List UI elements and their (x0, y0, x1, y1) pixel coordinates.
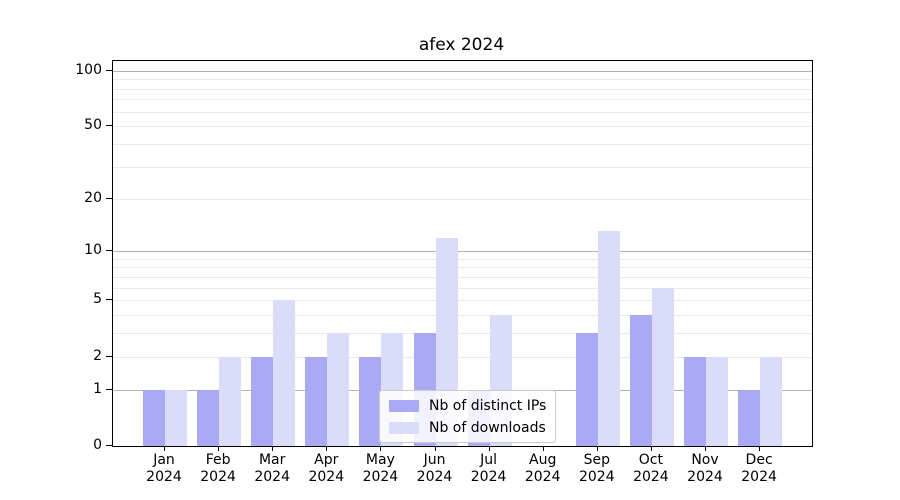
legend-swatch-distinct-ips-icon (389, 399, 419, 412)
x-tick-label-month: Jun (423, 452, 446, 468)
minor-gridline (113, 126, 812, 128)
legend: Nb of distinct IPs Nb of downloads (379, 390, 557, 443)
minor-gridline (113, 144, 812, 146)
legend-label-downloads: Nb of downloads (429, 419, 546, 436)
bar-downloads (219, 356, 242, 446)
x-tick-label-year: 2024 (254, 469, 290, 485)
bar-downloads (651, 287, 674, 446)
legend-item-downloads: Nb of downloads (389, 418, 546, 437)
x-tick-label-year: 2024 (741, 469, 777, 485)
x-tick-label-month: Jan (153, 452, 175, 468)
x-tick-label-month: Oct (638, 452, 663, 468)
minor-gridline (113, 300, 812, 302)
minor-gridline (113, 166, 812, 168)
bar-distinct-ips (251, 356, 274, 446)
y-tick-label: 100 (75, 61, 102, 78)
minor-gridline (113, 99, 812, 101)
x-tick-label: Jul 2024 (457, 452, 521, 486)
x-tick-label-year: 2024 (470, 469, 507, 485)
y-tick-label: 5 (93, 291, 102, 308)
x-tick-label-month: Apr (314, 452, 339, 468)
x-tick-label: Jan 2024 (132, 452, 196, 486)
y-tick-label: 0 (93, 437, 102, 453)
x-tick-label-month: Jul (480, 452, 498, 468)
bar-distinct-ips (575, 333, 598, 446)
bar-distinct-ips (738, 389, 761, 446)
y-tick-label: 2 (93, 347, 102, 364)
minor-gridline (113, 267, 812, 269)
bar-distinct-ips (305, 356, 328, 446)
x-tick-label-month: May (365, 452, 395, 468)
x-tick-label: Aug 2024 (511, 452, 575, 486)
bar-distinct-ips (359, 356, 382, 446)
legend-label-distinct-ips: Nb of distinct IPs (429, 397, 547, 414)
x-tick-label: Jun 2024 (403, 452, 467, 486)
bar-distinct-ips (143, 389, 165, 446)
x-tick-label: Oct 2024 (619, 452, 683, 486)
minor-gridline (113, 333, 812, 335)
x-tick-label-month: Nov (691, 452, 719, 468)
minor-gridline (113, 111, 812, 113)
bar-downloads (273, 300, 296, 446)
y-tick-label: 20 (84, 189, 102, 206)
x-tick-label: Feb 2024 (186, 452, 250, 486)
x-tick-label: May 2024 (348, 452, 412, 486)
x-tick-label-year: 2024 (687, 469, 723, 485)
minor-gridline (113, 198, 812, 200)
bar-downloads (706, 356, 728, 446)
x-tick-label-year: 2024 (578, 469, 615, 485)
chart-title: afex 2024 (418, 35, 505, 55)
x-tick-label: Apr 2024 (294, 452, 358, 486)
bars-layer (113, 61, 812, 446)
x-tick-label: Sep 2024 (565, 452, 629, 486)
bar-downloads (597, 231, 620, 446)
x-tick-label: Nov 2024 (673, 452, 737, 486)
bar-distinct-ips (197, 389, 220, 446)
x-tick-label: Dec 2024 (727, 452, 791, 486)
y-tick-label: 1 (93, 380, 102, 397)
bar-distinct-ips (684, 356, 706, 446)
minor-gridline (113, 356, 812, 358)
minor-gridline (113, 315, 812, 317)
minor-gridline (113, 79, 812, 81)
minor-gridline (113, 276, 812, 278)
y-tick-label: 10 (84, 242, 102, 259)
x-tick-label-year: 2024 (308, 469, 345, 485)
x-tick-label-year: 2024 (200, 469, 236, 485)
x-tick-label-month: Aug (529, 452, 557, 468)
legend-swatch-downloads-icon (389, 421, 419, 434)
x-tick-label-year: 2024 (146, 469, 182, 485)
minor-gridline (113, 88, 812, 90)
x-tick-label-month: Feb (205, 452, 231, 468)
x-tick-label-month: Sep (583, 452, 610, 468)
legend-item-distinct-ips: Nb of distinct IPs (389, 396, 546, 415)
x-tick-label-year: 2024 (633, 469, 669, 485)
bar-downloads (760, 356, 783, 446)
x-tick-label-month: Mar (258, 452, 286, 468)
x-tick-label: Mar 2024 (240, 452, 304, 486)
plot-area (112, 60, 813, 447)
major-gridline (113, 251, 812, 253)
x-tick-label-year: 2024 (524, 469, 561, 485)
x-tick-label-year: 2024 (416, 469, 453, 485)
bar-downloads (327, 333, 350, 446)
major-gridline (113, 70, 812, 72)
minor-gridline (113, 258, 812, 260)
minor-gridline (113, 287, 812, 289)
y-tick-label: 50 (84, 117, 102, 134)
x-tick-label-year: 2024 (362, 469, 399, 485)
x-tick-label-month: Dec (745, 452, 773, 468)
bar-distinct-ips (629, 315, 652, 446)
bar-downloads (165, 389, 187, 446)
